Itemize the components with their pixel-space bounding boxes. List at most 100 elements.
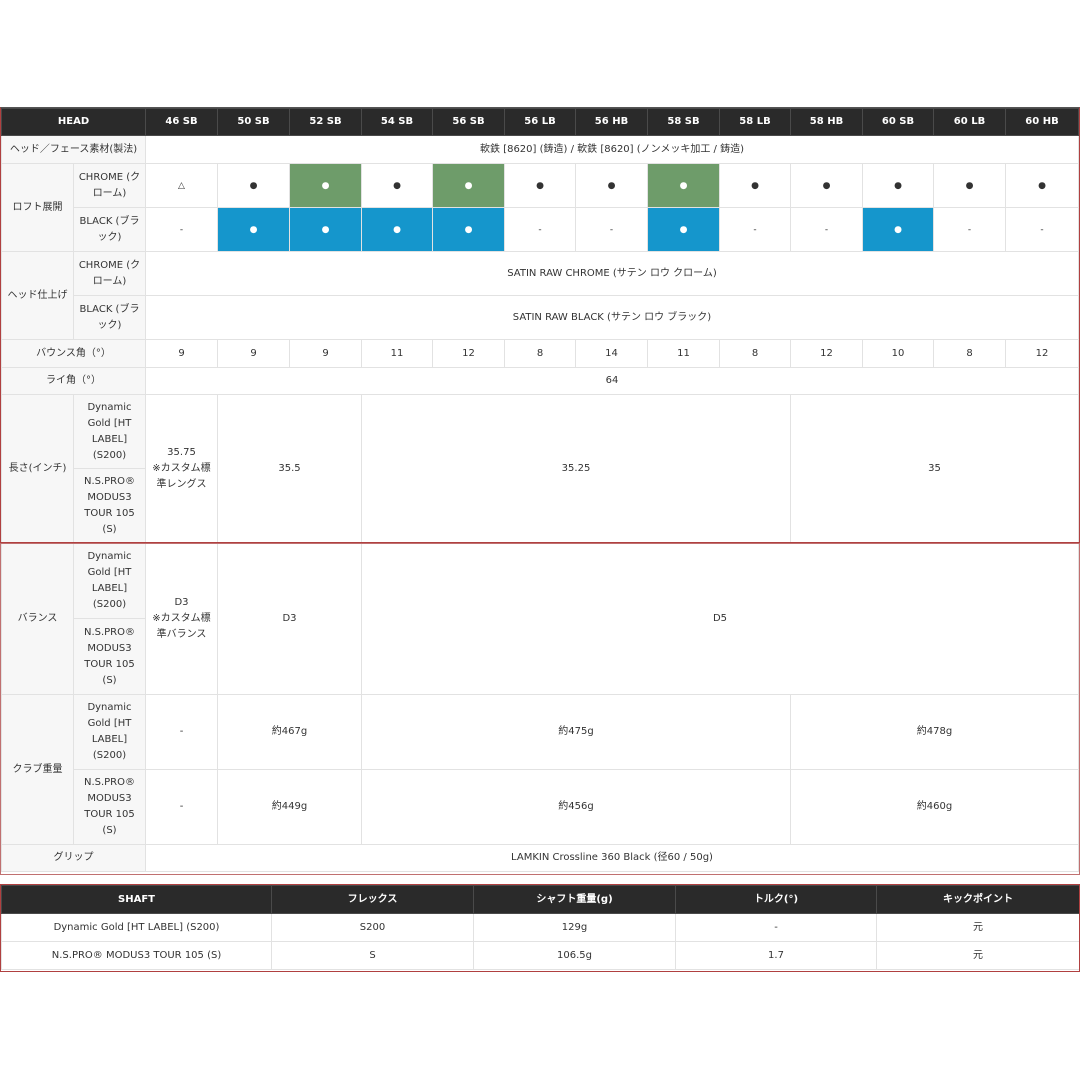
lie-value: 64 bbox=[145, 367, 1079, 395]
balance-shaft-dg: Dynamic Gold [HT LABEL] (S200) bbox=[73, 542, 146, 619]
finish-black-value: SATIN RAW BLACK (サテン ロウ ブラック) bbox=[145, 295, 1079, 340]
loft-mark-highlight: ● bbox=[432, 163, 505, 208]
model-header: 50 SB bbox=[217, 108, 290, 136]
weight-row-dg: クラブ重量 Dynamic Gold [HT LABEL] (S200) - 約… bbox=[1, 694, 1079, 845]
loft-mark: ● bbox=[504, 163, 576, 208]
loft-mark-highlight: ● bbox=[647, 163, 720, 208]
balance-value: D5 bbox=[361, 542, 1079, 695]
loft-mark: - bbox=[719, 207, 791, 252]
shaft-torque: - bbox=[675, 913, 877, 942]
head-label: HEAD bbox=[1, 108, 146, 136]
length-value: 35.25 bbox=[361, 394, 791, 543]
bounce-value: 11 bbox=[647, 339, 720, 368]
weight-label: クラブ重量 bbox=[1, 694, 74, 845]
bounce-value: 12 bbox=[790, 339, 863, 368]
bounce-row: バウンス角（°） 9 9 9 11 12 8 14 11 8 12 10 8 1… bbox=[1, 339, 1079, 368]
length-label: 長さ(インチ) bbox=[1, 394, 74, 543]
loft-mark-highlight: ● bbox=[289, 207, 362, 252]
bounce-value: 12 bbox=[432, 339, 505, 368]
shaft-header-row: SHAFT フレックス シャフト重量(g) トルク(°) キックポイント bbox=[1, 885, 1080, 914]
weight-value: 約467g bbox=[217, 694, 362, 770]
loft-mark: - bbox=[933, 207, 1006, 252]
loft-label: ロフト展開 bbox=[1, 163, 74, 252]
loft-chrome-label: CHROME (クローム) bbox=[73, 163, 146, 208]
model-header: 60 SB bbox=[862, 108, 934, 136]
shaft-weight: 129g bbox=[473, 913, 676, 942]
loft-mark: - bbox=[790, 207, 863, 252]
model-header: 60 LB bbox=[933, 108, 1006, 136]
weight-shaft-ns: N.S.PRO® MODUS3 TOUR 105 (S) bbox=[73, 769, 146, 845]
bounce-value: 12 bbox=[1005, 339, 1079, 368]
bounce-value: 11 bbox=[361, 339, 433, 368]
loft-mark: ● bbox=[575, 163, 648, 208]
loft-mark: - bbox=[1005, 207, 1079, 252]
shaft-flex: S bbox=[271, 941, 474, 970]
finish-label: ヘッド仕上げ bbox=[1, 251, 74, 340]
model-header: 60 HB bbox=[1005, 108, 1079, 136]
grip-row: グリップ LAMKIN Crossline 360 Black (径60 / 5… bbox=[1, 844, 1079, 872]
shaft-weight-header: シャフト重量(g) bbox=[473, 885, 676, 914]
loft-mark: - bbox=[575, 207, 648, 252]
weight-value: 約478g bbox=[790, 694, 1079, 770]
weight-row-ns: N.S.PRO® MODUS3 TOUR 105 (S) - 約449g 約45… bbox=[2, 769, 1079, 845]
shaft-spec-table: SHAFT フレックス シャフト重量(g) トルク(°) キックポイント Dyn… bbox=[1, 885, 1080, 970]
loft-mark-highlight: ● bbox=[289, 163, 362, 208]
loft-mark: ● bbox=[719, 163, 791, 208]
loft-mark-highlight: ● bbox=[217, 207, 290, 252]
weight-shaft-dg: Dynamic Gold [HT LABEL] (S200) bbox=[73, 694, 146, 770]
model-header: 54 SB bbox=[361, 108, 433, 136]
model-header: 56 HB bbox=[575, 108, 648, 136]
balance-row-dg: バランス Dynamic Gold [HT LABEL] (S200) D3 ※… bbox=[1, 542, 1079, 695]
finish-chrome-value: SATIN RAW CHROME (サテン ロウ クローム) bbox=[145, 251, 1079, 296]
loft-mark-highlight: ● bbox=[432, 207, 505, 252]
finish-black-row: BLACK (ブラック) SATIN RAW BLACK (サテン ロウ ブラッ… bbox=[2, 295, 1079, 340]
loft-mark-highlight: ● bbox=[647, 207, 720, 252]
model-header: 56 LB bbox=[504, 108, 576, 136]
shaft-flex: S200 bbox=[271, 913, 474, 942]
material-row: ヘッド／フェース素材(製法) 軟鉄 [8620] (鋳造) / 軟鉄 [8620… bbox=[1, 135, 1079, 164]
header-row: HEAD 46 SB 50 SB 52 SB 54 SB 56 SB 56 LB… bbox=[1, 108, 1079, 136]
shaft-kickpoint: 元 bbox=[876, 941, 1080, 970]
model-header: 52 SB bbox=[289, 108, 362, 136]
loft-mark: ● bbox=[217, 163, 290, 208]
length-value: 35 bbox=[790, 394, 1079, 543]
shaft-row: Dynamic Gold [HT LABEL] (S200) S200 129g… bbox=[1, 913, 1080, 942]
bounce-label: バウンス角（°） bbox=[1, 339, 146, 368]
loft-mark: ● bbox=[862, 163, 934, 208]
balance-label: バランス bbox=[1, 542, 74, 695]
bounce-value: 8 bbox=[719, 339, 791, 368]
weight-value: 約460g bbox=[790, 769, 1079, 845]
loft-mark-highlight: ● bbox=[361, 207, 433, 252]
material-label: ヘッド／フェース素材(製法) bbox=[1, 135, 146, 164]
kickpoint-header: キックポイント bbox=[876, 885, 1080, 914]
length-row-dg: 長さ(インチ) Dynamic Gold [HT LABEL] (S200) 3… bbox=[1, 394, 1079, 543]
model-header: 58 LB bbox=[719, 108, 791, 136]
length-shaft-dg: Dynamic Gold [HT LABEL] (S200) bbox=[73, 394, 146, 469]
weight-value: 約456g bbox=[361, 769, 791, 845]
shaft-row: N.S.PRO® MODUS3 TOUR 105 (S) S 106.5g 1.… bbox=[1, 941, 1080, 970]
finish-chrome-row: ヘッド仕上げ CHROME (クローム) SATIN RAW CHROME (サ… bbox=[1, 251, 1079, 340]
balance-value: D3 ※カスタム標準バランス bbox=[145, 542, 218, 695]
grip-value: LAMKIN Crossline 360 Black (径60 / 50g) bbox=[145, 844, 1079, 872]
lie-label: ライ角（°） bbox=[1, 367, 146, 395]
bounce-value: 8 bbox=[504, 339, 576, 368]
loft-mark: ● bbox=[1005, 163, 1079, 208]
length-value: 35.75 ※カスタム標準レングス bbox=[145, 394, 218, 543]
bounce-value: 10 bbox=[862, 339, 934, 368]
loft-chrome-row: ロフト展開 CHROME (クローム) △ ● ● ● ● ● ● ● ● ● … bbox=[1, 163, 1079, 252]
shaft-name: N.S.PRO® MODUS3 TOUR 105 (S) bbox=[1, 941, 272, 970]
bounce-value: 9 bbox=[289, 339, 362, 368]
length-row-ns: N.S.PRO® MODUS3 TOUR 105 (S) bbox=[2, 468, 1079, 543]
loft-mark: - bbox=[145, 207, 218, 252]
loft-mark: ● bbox=[790, 163, 863, 208]
weight-value: 約449g bbox=[217, 769, 362, 845]
grip-label: グリップ bbox=[1, 844, 146, 872]
loft-mark: - bbox=[504, 207, 576, 252]
flex-header: フレックス bbox=[271, 885, 474, 914]
loft-black-row: BLACK (ブラック) - ● ● ● ● - - ● - - ● - - bbox=[2, 207, 1079, 252]
model-header: 58 SB bbox=[647, 108, 720, 136]
shaft-torque: 1.7 bbox=[675, 941, 877, 970]
bounce-value: 9 bbox=[145, 339, 218, 368]
bounce-value: 14 bbox=[575, 339, 648, 368]
lie-row: ライ角（°） 64 bbox=[1, 367, 1079, 395]
